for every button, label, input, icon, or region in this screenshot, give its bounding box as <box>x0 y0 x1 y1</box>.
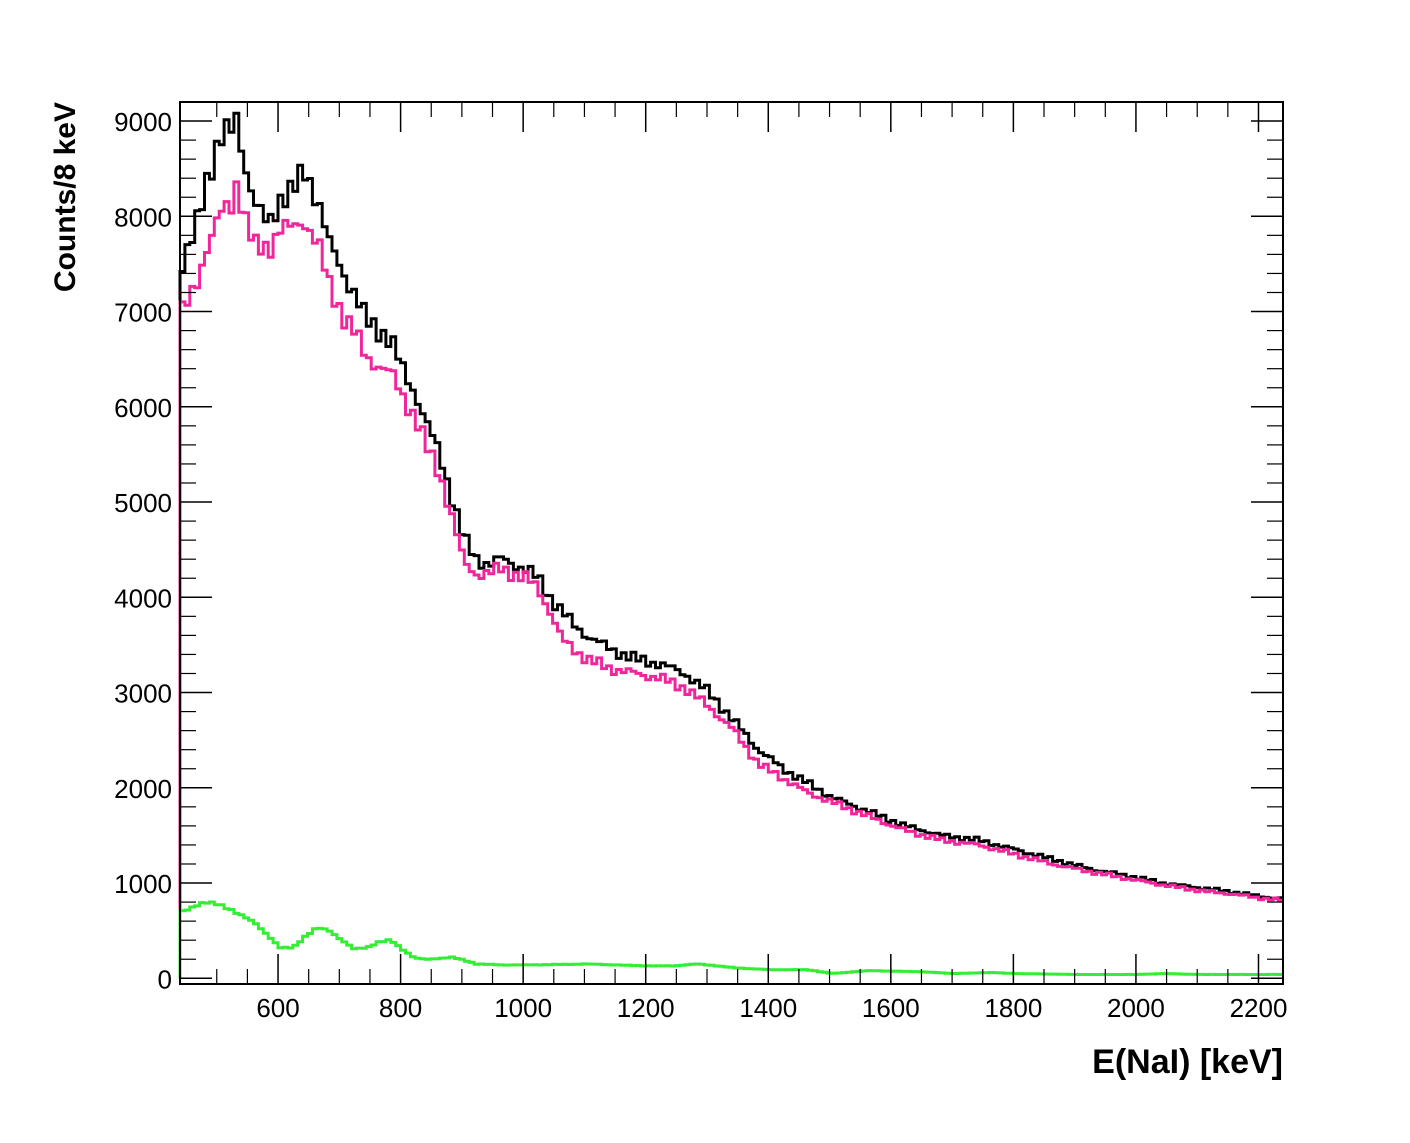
series-line-3 <box>178 900 1283 979</box>
y-tick-label: 0 <box>158 964 172 994</box>
x-tick-label: 2200 <box>1230 993 1288 1023</box>
x-tick-label: 1600 <box>862 993 920 1023</box>
y-tick-label: 6000 <box>114 393 172 423</box>
y-axis-title: Counts/8 keV <box>49 102 82 292</box>
y-tick-label: 2000 <box>114 774 172 804</box>
series-line-1 <box>178 111 1283 979</box>
x-tick-label: 1400 <box>739 993 797 1023</box>
x-tick-label: 1200 <box>617 993 675 1023</box>
y-tick-label: 5000 <box>114 488 172 518</box>
x-axis-title: E(NaI) [keV] <box>1092 1043 1283 1081</box>
y-tick-label: 7000 <box>114 298 172 328</box>
y-tick-label: 4000 <box>114 583 172 613</box>
y-tick-label: 1000 <box>114 869 172 899</box>
y-tick-label: 3000 <box>114 679 172 709</box>
x-tick-label: 600 <box>256 993 299 1023</box>
x-tick-label: 800 <box>379 993 422 1023</box>
ticks-group <box>180 101 1283 984</box>
plot-frame <box>179 101 1284 985</box>
x-tick-label: 1800 <box>984 993 1042 1023</box>
series-line-2 <box>178 180 1283 979</box>
x-tick-label: 2000 <box>1107 993 1165 1023</box>
tick-labels-group: 600 800 1000 1200 1400 1600 1800 2000 2200 0 1000 2… <box>114 107 1287 1023</box>
y-tick-label: 9000 <box>114 107 172 137</box>
series-group <box>178 111 1283 979</box>
y-tick-label: 8000 <box>114 202 172 232</box>
x-tick-label: 1000 <box>494 993 552 1023</box>
